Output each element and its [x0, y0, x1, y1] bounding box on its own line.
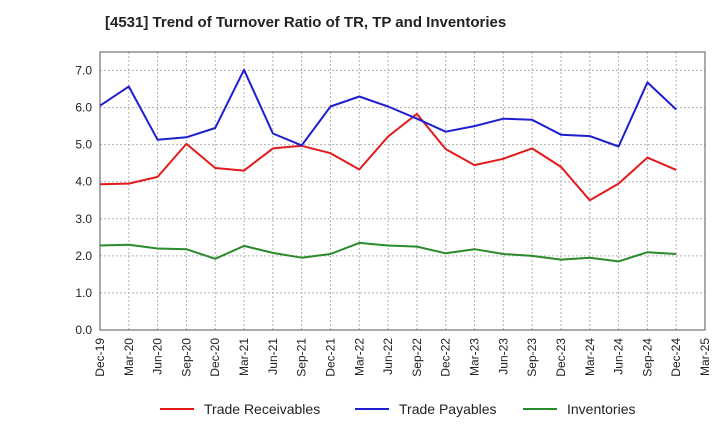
x-tick-label: Dec-21 [323, 338, 337, 377]
y-tick-label: 1.0 [75, 286, 92, 300]
x-tick-label: Jun-20 [151, 338, 165, 375]
series-line-inventories [99, 241, 677, 263]
legend: Trade Receivables Trade Payables Inventori… [160, 401, 635, 417]
x-tick-label: Mar-21 [237, 338, 251, 376]
series-line-trade-receivables [99, 112, 677, 202]
x-tick-label: Jun-21 [266, 338, 280, 375]
x-tick-label: Jun-23 [496, 338, 510, 375]
y-tick-label: 5.0 [75, 138, 92, 152]
x-tick-label: Jun-22 [381, 338, 395, 375]
x-tick-label: Sep-23 [525, 338, 539, 377]
plot-area [100, 52, 705, 330]
legend-label: Trade Payables [399, 401, 497, 417]
x-tick-label: Sep-21 [295, 338, 309, 377]
chart-title: [4531] Trend of Turnover Ratio of TR, TP… [105, 14, 507, 31]
grid-layer [99, 52, 706, 331]
y-tick-label: 0.0 [75, 323, 92, 337]
x-tick-label: Mar-24 [583, 338, 597, 376]
legend-label: Trade Receivables [204, 401, 320, 417]
x-tick-label: Mar-25 [698, 338, 712, 376]
x-tick-label: Sep-24 [640, 338, 654, 377]
x-tick-label: Mar-20 [122, 338, 136, 376]
x-tick-label: Dec-22 [439, 338, 453, 377]
x-tick-label: Jun-24 [612, 338, 626, 375]
x-tick-label: Dec-23 [554, 338, 568, 377]
y-tick-label: 2.0 [75, 249, 92, 263]
y-tick-label: 4.0 [75, 175, 92, 189]
x-tick-label: Mar-23 [468, 338, 482, 376]
x-tick-label: Mar-22 [352, 338, 366, 376]
y-tick-label: 6.0 [75, 101, 92, 115]
axis-layer: 0.0 1.0 2.0 3.0 4.0 5.0 6.0 7.0 Dec-19 Mar-20 Jun-… [75, 51, 712, 377]
y-tick-label: 7.0 [75, 64, 92, 78]
x-tick-label: Dec-20 [208, 338, 222, 377]
y-tick-label: 3.0 [75, 212, 92, 226]
series-layer [99, 68, 677, 263]
x-tick-label: Dec-19 [93, 338, 107, 377]
plot-frame [99, 51, 706, 331]
x-tick-label: Dec-24 [669, 338, 683, 377]
series-line-trade-payables [99, 68, 677, 148]
x-tick-label: Sep-22 [410, 338, 424, 377]
x-tick-label: Sep-20 [179, 338, 193, 377]
legend-label: Inventories [567, 401, 635, 417]
